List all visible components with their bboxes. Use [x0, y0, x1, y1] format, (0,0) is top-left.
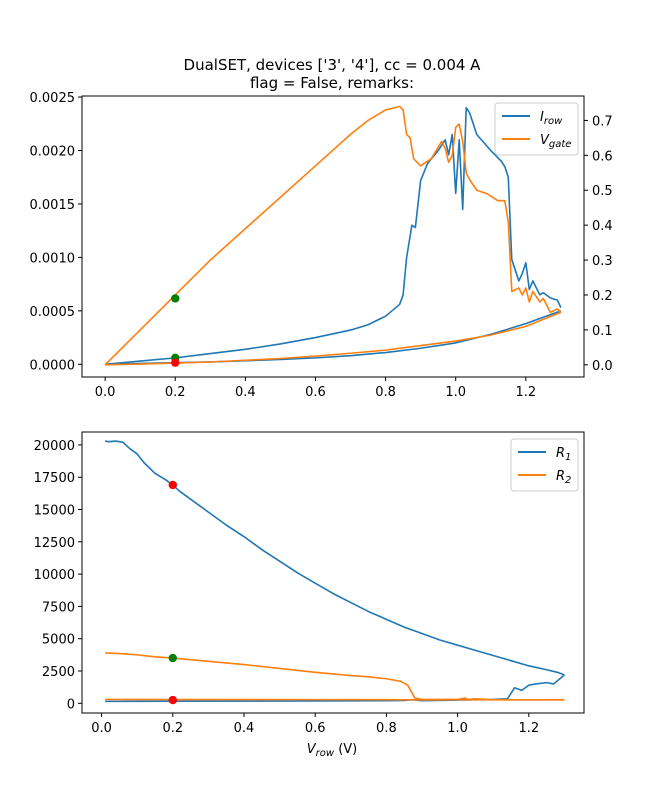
top-y2-tick-label: 0.4 — [592, 219, 613, 234]
bottom-plot: 0.0 0.2 0.4 0.6 0.8 1.0 1.2 0 2500 5000 7500 10000 1… — [34, 431, 585, 736]
bottom-y-tick-label: 17500 — [34, 471, 75, 486]
top-series-line-3 — [105, 311, 562, 366]
top-marker-2 — [171, 358, 180, 367]
bottom-y-tick-label: 20000 — [34, 439, 75, 454]
top-y2-tick-label: 0.2 — [592, 289, 613, 304]
bottom-y-tick-label: 2500 — [42, 665, 75, 680]
top-y2-tick-label: 0.6 — [592, 149, 613, 164]
top-y-tick-label: 0.0005 — [30, 305, 76, 320]
top-legend: Irow Vgate — [494, 102, 579, 156]
top-y-tick-label: 0.0000 — [30, 358, 76, 373]
top-y2-tick-label: 0.1 — [592, 324, 613, 339]
top-plot-frame — [81, 95, 585, 378]
bottom-plot-frame — [81, 431, 585, 714]
bottom-y-tick-label: 5000 — [42, 633, 75, 648]
top-y-tick-label: 0.0010 — [30, 251, 76, 266]
top-x-tick-label: 1.0 — [445, 385, 466, 400]
top-marker-0 — [171, 294, 180, 303]
top-x-tick-label: 0.6 — [305, 385, 326, 400]
top-legend-label-2: Vgate — [540, 133, 571, 150]
chart-title-line2: flag = False, remarks: — [250, 74, 414, 92]
top-x-tick-label: 0.0 — [95, 385, 116, 400]
bottom-x-tick-label: 0.2 — [162, 721, 183, 736]
top-plot: 0.0 0.2 0.4 0.6 0.8 1.0 1.2 0.0000 0.0005 0.0010 0… — [30, 91, 613, 400]
bottom-legend-label-1: R1 — [556, 446, 571, 463]
top-x-tick-label: 0.2 — [165, 385, 186, 400]
top-y2-tick-label: 0.7 — [592, 114, 613, 129]
bottom-marker-0 — [168, 480, 177, 490]
top-y2-tick-label: 0.5 — [592, 184, 613, 199]
top-x-tick-label: 0.8 — [375, 385, 396, 400]
x-axis-label: Vrow (V) — [307, 742, 358, 759]
chart-title-line1: DualSET, devices ['3', '4'], cc = 0.004 … — [184, 56, 482, 74]
top-y-tick-label: 0.0025 — [30, 91, 76, 106]
top-series-line-2 — [104, 105, 562, 366]
bottom-series-line-1 — [104, 440, 565, 676]
top-y-tick-label: 0.0020 — [30, 145, 76, 160]
bottom-y-tick-label: 15000 — [34, 504, 75, 519]
bottom-x-tick-label: 1.2 — [518, 721, 539, 736]
top-y-tick-label: 0.0015 — [30, 198, 76, 213]
bottom-legend: R1 R2 — [510, 438, 579, 492]
bottom-x-tick-label: 0.8 — [376, 721, 397, 736]
bottom-x-tick-label: 0.0 — [91, 721, 112, 736]
bottom-y-tick-label: 7500 — [42, 600, 75, 615]
top-legend-label-1: Irow — [540, 110, 563, 127]
bottom-x-tick-label: 0.6 — [305, 721, 326, 736]
top-y2-tick-label: 0.0 — [592, 359, 613, 374]
top-series-line-0 — [105, 106, 562, 366]
bottom-legend-label-2: R2 — [556, 469, 571, 486]
bottom-x-tick-label: 0.4 — [234, 721, 255, 736]
bottom-marker-1 — [168, 653, 177, 663]
top-x-tick-label: 0.4 — [235, 385, 256, 400]
top-y2-tick-label: 0.3 — [592, 254, 613, 269]
bottom-marker-2 — [168, 695, 177, 705]
bottom-y-tick-label: 10000 — [34, 568, 75, 583]
bottom-y-tick-label: 12500 — [34, 536, 75, 551]
bottom-y-tick-label: 0 — [67, 697, 75, 712]
top-x-tick-label: 1.2 — [515, 385, 536, 400]
bottom-x-tick-label: 1.0 — [447, 721, 468, 736]
